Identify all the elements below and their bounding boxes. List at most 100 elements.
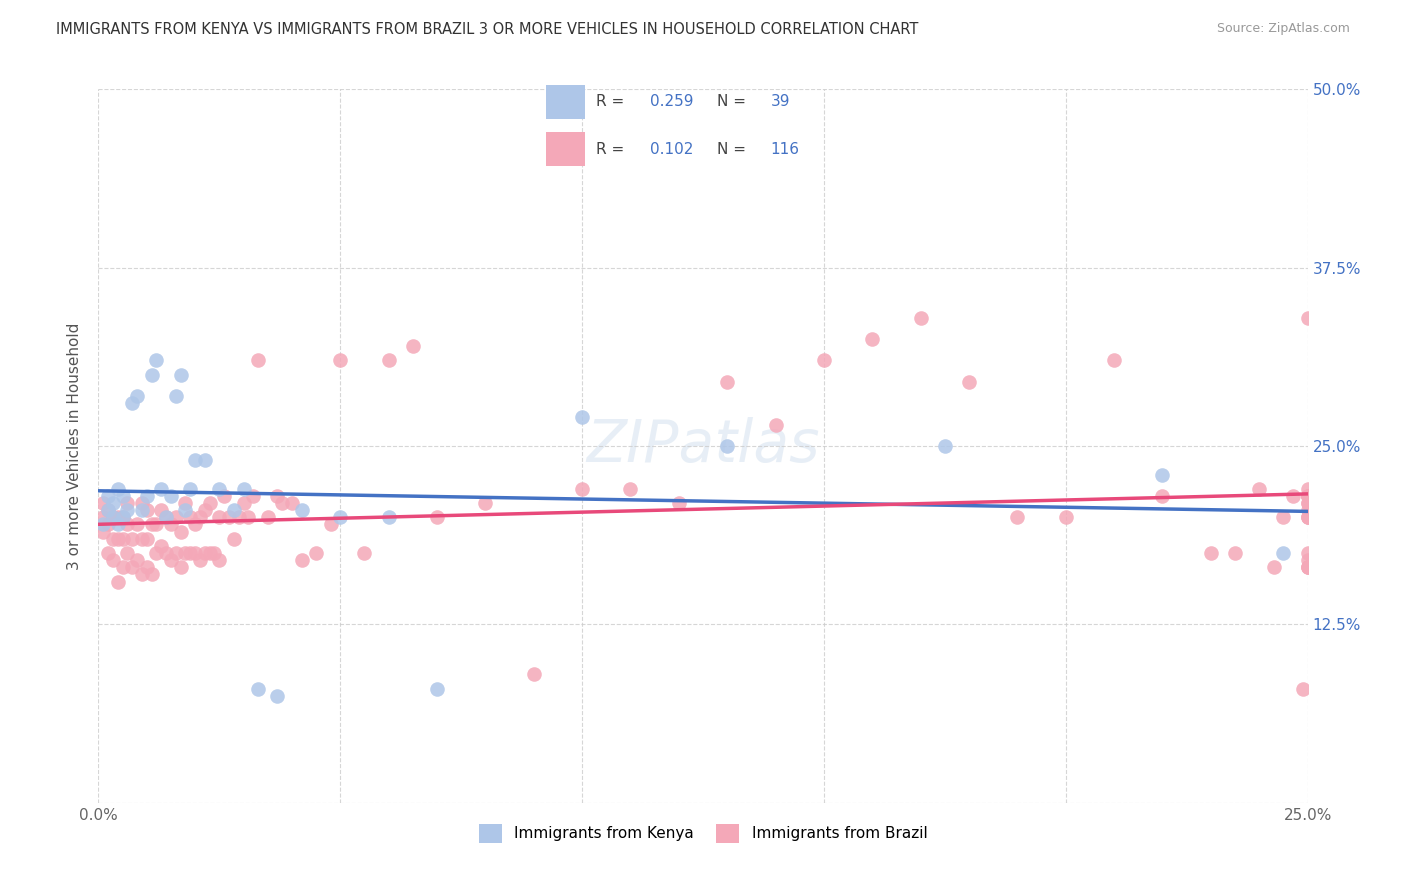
Point (426, 510, 449, 524)
Point (155, 510, 177, 524)
Point (716, 375, 738, 389)
Point (91, 517, 114, 532)
Point (107, 517, 129, 532)
Point (155, 510, 177, 524)
Point (131, 496, 153, 510)
Point (145, 546, 167, 560)
Point (1054, 510, 1077, 524)
Point (135, 560, 157, 574)
Point (97, 489, 120, 503)
Text: ZIPatlas: ZIPatlas (586, 417, 820, 475)
Point (218, 510, 240, 524)
Point (97, 546, 120, 560)
Point (208, 553, 231, 567)
Point (117, 496, 139, 510)
Point (145, 353, 167, 368)
Point (101, 510, 124, 524)
Point (208, 482, 231, 496)
Point (135, 503, 157, 517)
Point (121, 560, 143, 574)
Point (232, 496, 254, 510)
Point (247, 681, 270, 696)
Text: R =: R = (596, 95, 630, 110)
Point (101, 496, 124, 510)
Point (101, 510, 124, 524)
Point (1152, 489, 1174, 503)
Point (266, 689, 288, 703)
Point (571, 410, 593, 425)
Point (1296, 482, 1319, 496)
Point (1102, 353, 1125, 368)
Point (169, 560, 191, 574)
Point (1223, 546, 1246, 560)
Point (117, 503, 139, 517)
Point (97, 517, 120, 532)
Point (184, 453, 207, 467)
Point (247, 353, 270, 368)
Point (1272, 510, 1295, 524)
Point (111, 489, 134, 503)
Point (184, 517, 207, 532)
Point (266, 489, 288, 503)
Point (377, 353, 399, 368)
Point (131, 532, 153, 546)
Point (160, 489, 183, 503)
Point (179, 510, 201, 524)
Point (135, 532, 157, 546)
Point (1296, 546, 1319, 560)
Point (232, 482, 254, 496)
Point (619, 482, 641, 496)
Point (107, 482, 129, 496)
Point (111, 510, 134, 524)
Point (305, 546, 328, 560)
Point (121, 532, 143, 546)
Point (127, 517, 149, 532)
Point (174, 496, 197, 510)
Point (329, 353, 352, 368)
Point (1296, 489, 1319, 503)
Point (426, 681, 449, 696)
Point (97, 503, 120, 517)
Point (135, 489, 157, 503)
Point (256, 510, 278, 524)
Point (523, 667, 546, 681)
Point (474, 496, 496, 510)
Point (1296, 560, 1319, 574)
Text: R =: R = (596, 142, 630, 157)
Point (165, 546, 187, 560)
FancyBboxPatch shape (546, 132, 585, 166)
Text: IMMIGRANTS FROM KENYA VS IMMIGRANTS FROM BRAZIL 3 OR MORE VEHICLES IN HOUSEHOLD : IMMIGRANTS FROM KENYA VS IMMIGRANTS FROM… (56, 22, 918, 37)
Point (1199, 546, 1222, 560)
Text: 0.102: 0.102 (650, 142, 693, 157)
Point (97, 503, 120, 517)
Point (165, 389, 187, 403)
Text: Source: ZipAtlas.com: Source: ZipAtlas.com (1216, 22, 1350, 36)
Point (228, 510, 250, 524)
Point (222, 503, 245, 517)
Point (1282, 489, 1305, 503)
Point (1296, 560, 1319, 574)
FancyBboxPatch shape (546, 85, 585, 119)
Point (194, 503, 217, 517)
Point (1296, 496, 1319, 510)
Point (141, 567, 163, 582)
Point (131, 567, 153, 582)
Point (127, 389, 149, 403)
Point (184, 546, 207, 560)
Text: N =: N = (717, 142, 751, 157)
Point (319, 517, 342, 532)
Point (117, 546, 139, 560)
Point (194, 453, 217, 467)
Point (934, 439, 956, 453)
Point (1296, 489, 1319, 503)
Point (101, 553, 124, 567)
Point (1296, 503, 1319, 517)
Point (198, 546, 221, 560)
Point (1296, 496, 1319, 510)
Point (957, 375, 980, 389)
Point (290, 503, 312, 517)
Point (174, 503, 197, 517)
Point (1296, 510, 1319, 524)
Point (860, 332, 883, 346)
Legend: Immigrants from Kenya, Immigrants from Brazil: Immigrants from Kenya, Immigrants from B… (472, 818, 934, 848)
